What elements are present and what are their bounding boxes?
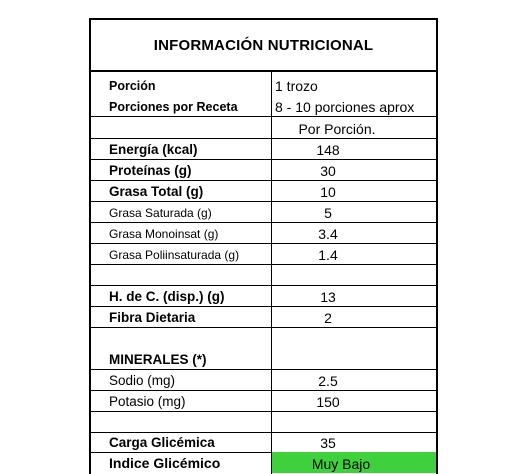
glycemic-index-value: Muy Bajo <box>311 456 371 472</box>
nutrient-row: Energía (kcal) 148 <box>91 138 436 160</box>
porcion-label: Porción <box>109 79 156 93</box>
nutrient-value: 2 <box>324 310 332 326</box>
nutrient-value: 30 <box>320 163 336 179</box>
nutrient-row: Proteínas (g) 30 <box>91 159 436 181</box>
nutrient-label: Proteínas (g) <box>109 163 192 178</box>
nutrient-value: 148 <box>316 142 340 158</box>
column-header-row: Por Porción. <box>91 117 436 139</box>
servings-per-recipe-row: Porciones por Receta 8 - 10 porciones ap… <box>91 95 436 117</box>
nutrient-row: Grasa Saturada (g) 5 <box>91 201 436 223</box>
column-divider <box>271 72 272 474</box>
nutrient-value: 13 <box>320 289 336 305</box>
nutrient-row: Fibra Dietaria 2 <box>91 306 436 328</box>
nutrient-label: Fibra Dietaria <box>109 310 196 325</box>
nutrient-value: 1.4 <box>318 247 338 263</box>
nutrition-table <box>89 18 438 474</box>
glycemic-load-value: 35 <box>320 435 336 451</box>
porciones-value: 8 - 10 porciones aprox <box>275 99 415 115</box>
glycemic-index-label: Indice Glicémico <box>109 455 221 471</box>
nutrient-row: Grasa Poliinsaturada (g) 1.4 <box>91 243 436 265</box>
glycemic-load-label: Carga Glicémica <box>109 435 215 450</box>
nutrient-label: Grasa Saturada (g) <box>109 206 212 220</box>
porcion-value: 1 trozo <box>275 78 318 94</box>
glycemic-index-row: Indice Glicémico Muy Bajo <box>91 452 436 473</box>
nutrient-row: Grasa Total (g) 10 <box>91 180 436 202</box>
column-header: Por Porción. <box>298 121 376 137</box>
mineral-row: Sodio (mg) 2.5 <box>91 369 436 391</box>
nutrient-label: Energía (kcal) <box>109 142 198 157</box>
serving-row: Porción 1 trozo <box>91 74 436 95</box>
spacer-row <box>91 327 436 348</box>
nutrient-row: Grasa Monoinsat (g) 3.4 <box>91 222 436 244</box>
table-title: INFORMACIÓN NUTRICIONAL <box>89 18 438 72</box>
minerals-heading-row: MINERALES (*) <box>91 348 436 370</box>
glycemic-load-row: Carga Glicémica 35 <box>91 431 436 453</box>
spacer-row <box>91 411 436 433</box>
nutrient-label: H. de C. (disp.) (g) <box>109 289 225 304</box>
spacer-row <box>91 264 436 286</box>
nutrient-value: 10 <box>320 184 336 200</box>
mineral-row: Potasio (mg) 150 <box>91 390 436 412</box>
minerals-heading: MINERALES (*) <box>109 352 207 367</box>
mineral-label: Potasio (mg) <box>109 394 186 409</box>
porciones-label: Porciones por Receta <box>109 100 238 114</box>
mineral-label: Sodio (mg) <box>109 373 176 388</box>
nutrient-label: Grasa Monoinsat (g) <box>109 227 219 241</box>
nutrient-row: H. de C. (disp.) (g) 13 <box>91 285 436 307</box>
nutrient-value: 5 <box>324 205 332 221</box>
mineral-value: 150 <box>316 394 340 410</box>
glycemic-index-highlight <box>272 452 436 473</box>
nutrient-value: 3.4 <box>318 226 338 242</box>
mineral-value: 2.5 <box>318 373 338 389</box>
nutrient-label: Grasa Poliinsaturada (g) <box>109 248 240 262</box>
nutrient-label: Grasa Total (g) <box>109 184 204 199</box>
